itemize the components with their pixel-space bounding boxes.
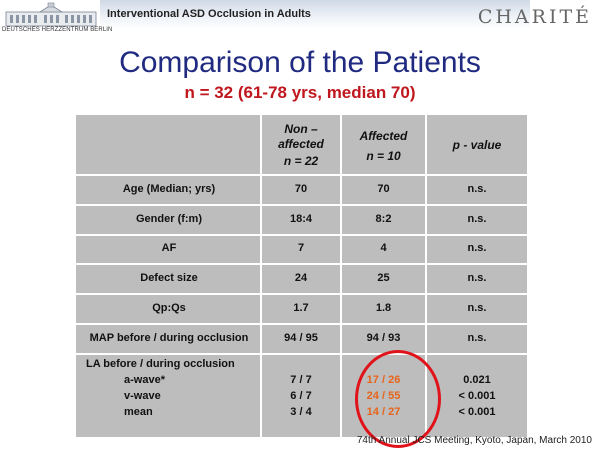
slide-title: Comparison of the Patients bbox=[119, 46, 481, 79]
cell-non-affected-af: 7 bbox=[297, 242, 305, 254]
logo-caption: DEUTSCHES HERZZENTRUM BERLIN bbox=[2, 27, 113, 33]
cell-non-affected-defect: 24 bbox=[294, 272, 308, 284]
row-divider bbox=[76, 293, 527, 295]
cell-affected-af: 4 bbox=[380, 242, 387, 254]
row-label-defect-size: Defect size bbox=[140, 272, 198, 284]
highlight-circle bbox=[355, 350, 441, 448]
row-divider bbox=[76, 204, 527, 206]
row-label-a-wave: a-wave* bbox=[124, 374, 165, 386]
row-divider bbox=[76, 353, 527, 355]
cell-p-a-wave: 0.021 bbox=[463, 374, 491, 386]
row-label-af: AF bbox=[161, 242, 177, 254]
cell-non-affected-a-wave: 7 / 7 bbox=[290, 374, 312, 386]
row-label-age: Age (Median; yrs) bbox=[122, 183, 216, 195]
row-divider bbox=[76, 234, 527, 236]
cell-p-map: n.s. bbox=[467, 332, 487, 344]
col-header-non-affected-line2: affected bbox=[278, 137, 324, 151]
row-divider bbox=[76, 323, 527, 325]
row-label-qpqs: Qp:Qs bbox=[152, 302, 186, 314]
cell-p-qpqs: n.s. bbox=[467, 302, 487, 314]
cell-non-affected-gender: 18:4 bbox=[289, 213, 313, 225]
row-label-mean: mean bbox=[124, 406, 153, 418]
col-header-affected: Affected n = 10 bbox=[342, 129, 425, 164]
cell-affected-gender: 8:2 bbox=[375, 213, 392, 225]
cell-non-affected-qpqs: 1.7 bbox=[293, 302, 309, 314]
row-label-gender: Gender (f:m) bbox=[136, 213, 202, 225]
column-divider bbox=[260, 115, 262, 437]
row-divider bbox=[76, 174, 527, 176]
cell-p-age: n.s. bbox=[467, 183, 487, 195]
column-divider bbox=[340, 115, 342, 437]
row-label-v-wave: v-wave bbox=[124, 390, 161, 402]
cell-affected-qpqs: 1.8 bbox=[375, 302, 392, 314]
col-header-affected-n: n = 10 bbox=[366, 149, 401, 163]
cell-p-v-wave: < 0.001 bbox=[458, 390, 496, 402]
col-header-non-affected: Non – affected n = 22 bbox=[262, 122, 340, 169]
cell-affected-defect: 25 bbox=[377, 272, 390, 284]
col-header-non-affected-line1: Non – bbox=[284, 122, 318, 136]
footer-citation: 74th Annual JCS Meeting, Kyoto, Japan, M… bbox=[356, 435, 592, 446]
header-title: Interventional ASD Occlusion in Adults bbox=[107, 8, 311, 20]
cell-non-affected-age: 70 bbox=[294, 183, 308, 195]
header-band bbox=[100, 0, 530, 30]
charite-brand: CHARITÉ bbox=[477, 6, 592, 28]
building-logo-icon bbox=[5, 2, 97, 27]
comparison-table: Non – affected n = 22 Affected n = 10 p … bbox=[76, 115, 527, 437]
cell-p-af: n.s. bbox=[467, 242, 487, 254]
column-divider bbox=[425, 115, 427, 437]
slide-header: DEUTSCHES HERZZENTRUM BERLIN Interventio… bbox=[0, 0, 600, 38]
cell-p-gender: n.s. bbox=[467, 213, 487, 225]
row-label-la: LA before / during occlusion bbox=[86, 358, 235, 370]
cell-affected-map: 94 / 93 bbox=[366, 332, 401, 344]
cell-non-affected-map: 94 / 95 bbox=[284, 332, 318, 344]
cell-p-defect: n.s. bbox=[467, 272, 487, 284]
row-divider bbox=[76, 263, 527, 265]
col-header-p-value: p - value bbox=[452, 138, 502, 152]
row-label-map: MAP before / during occlusion bbox=[89, 332, 249, 344]
cell-p-mean: < 0.001 bbox=[458, 406, 496, 418]
cell-non-affected-mean: 3 / 4 bbox=[290, 406, 312, 418]
cell-non-affected-v-wave: 6 / 7 bbox=[290, 390, 312, 402]
col-header-affected-label: Affected bbox=[359, 129, 408, 143]
col-header-non-affected-n: n = 22 bbox=[283, 154, 319, 168]
slide-subtitle: n = 32 (61-78 yrs, median 70) bbox=[184, 83, 416, 102]
cell-affected-age: 70 bbox=[377, 183, 390, 195]
